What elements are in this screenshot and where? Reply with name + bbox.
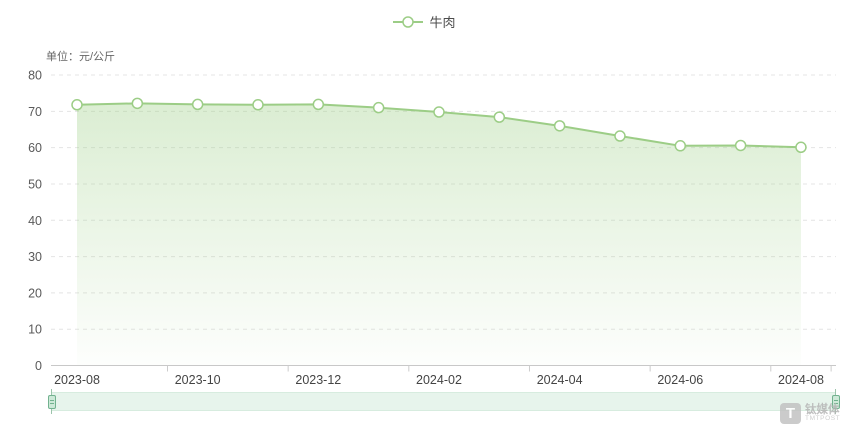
x-axis-label: 2023-08 [54, 373, 100, 387]
y-axis-label: 60 [28, 141, 42, 155]
data-point[interactable] [674, 140, 687, 152]
watermark-sub: TMTPOST [805, 415, 841, 423]
datazoom-right-handle[interactable] [831, 394, 840, 409]
data-point[interactable] [252, 99, 264, 111]
data-point[interactable] [71, 99, 83, 111]
x-axis-label: 2023-12 [295, 373, 341, 387]
data-point[interactable] [433, 106, 445, 118]
datazoom-left-handle[interactable] [47, 394, 56, 409]
y-axis-label: 40 [28, 214, 42, 228]
legend-row: 牛肉 [0, 12, 849, 31]
data-point[interactable] [131, 97, 144, 110]
unit-label: 单位：元/公斤 [46, 51, 116, 63]
data-point[interactable] [493, 111, 506, 123]
watermark-name: 钛媒体 [805, 404, 840, 417]
y-axis-label: 30 [28, 250, 42, 264]
x-axis-label: 2024-04 [537, 373, 583, 387]
x-axis-label: 2024-06 [657, 373, 703, 387]
legend-item-beef[interactable]: 牛肉 [393, 12, 456, 31]
data-point[interactable] [372, 101, 385, 114]
data-point[interactable] [734, 139, 747, 152]
datazoom-slider[interactable] [47, 389, 840, 414]
y-axis-label: 20 [28, 286, 42, 300]
y-axis-label: 10 [28, 323, 42, 337]
x-axis-label: 2024-02 [416, 373, 462, 387]
y-axis-label: 80 [28, 69, 42, 83]
data-point[interactable] [312, 98, 325, 111]
data-point[interactable] [614, 130, 626, 142]
y-axis-label: 0 [35, 359, 42, 373]
data-point[interactable] [553, 120, 566, 132]
watermark: T 钛媒体 TMTPOST [780, 403, 840, 424]
legend-marker-icon [393, 15, 424, 28]
y-axis-label: 50 [28, 177, 42, 191]
data-point[interactable] [191, 98, 204, 111]
x-axis-label: 2024-08 [778, 373, 824, 387]
data-point[interactable] [795, 141, 807, 154]
legend-label: 牛肉 [429, 15, 456, 30]
tmtpost-logo-icon: T [780, 403, 801, 424]
y-axis-label: 70 [28, 105, 42, 119]
area-fill [77, 103, 801, 366]
x-axis-label: 2023-10 [175, 373, 221, 387]
